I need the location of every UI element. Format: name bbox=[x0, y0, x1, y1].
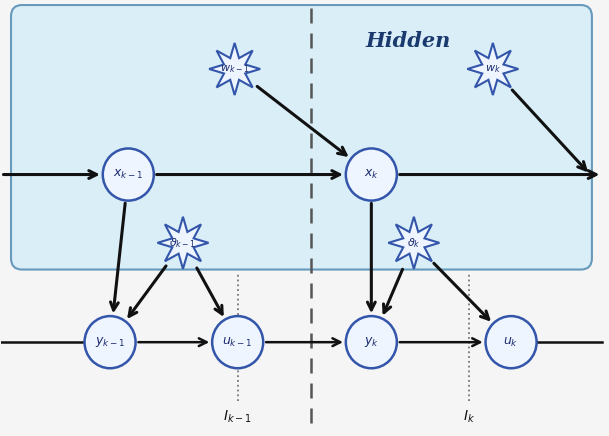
Polygon shape bbox=[158, 217, 208, 269]
Polygon shape bbox=[209, 43, 260, 95]
Text: $\vartheta_k$: $\vartheta_k$ bbox=[407, 236, 421, 250]
Polygon shape bbox=[467, 43, 518, 95]
Text: $x_{k-1}$: $x_{k-1}$ bbox=[113, 168, 144, 181]
Text: $u_k$: $u_k$ bbox=[504, 336, 519, 349]
Text: $\vartheta_{k-1}$: $\vartheta_{k-1}$ bbox=[169, 236, 197, 250]
Circle shape bbox=[103, 149, 154, 201]
Circle shape bbox=[485, 316, 537, 368]
Circle shape bbox=[346, 316, 397, 368]
Text: $x_k$: $x_k$ bbox=[364, 168, 379, 181]
Text: Hidden: Hidden bbox=[365, 31, 451, 51]
Circle shape bbox=[85, 316, 136, 368]
Polygon shape bbox=[389, 217, 439, 269]
Text: $w_k$: $w_k$ bbox=[485, 63, 501, 75]
Circle shape bbox=[212, 316, 263, 368]
Text: $I_k$: $I_k$ bbox=[462, 409, 474, 425]
FancyBboxPatch shape bbox=[11, 5, 592, 269]
Text: $y_k$: $y_k$ bbox=[364, 335, 379, 349]
Circle shape bbox=[346, 149, 397, 201]
Text: $u_{k-1}$: $u_{k-1}$ bbox=[222, 336, 253, 349]
Text: $y_{k-1}$: $y_{k-1}$ bbox=[95, 335, 125, 349]
Text: $I_{k-1}$: $I_{k-1}$ bbox=[224, 409, 252, 425]
Text: $w_{k-1}$: $w_{k-1}$ bbox=[220, 63, 249, 75]
